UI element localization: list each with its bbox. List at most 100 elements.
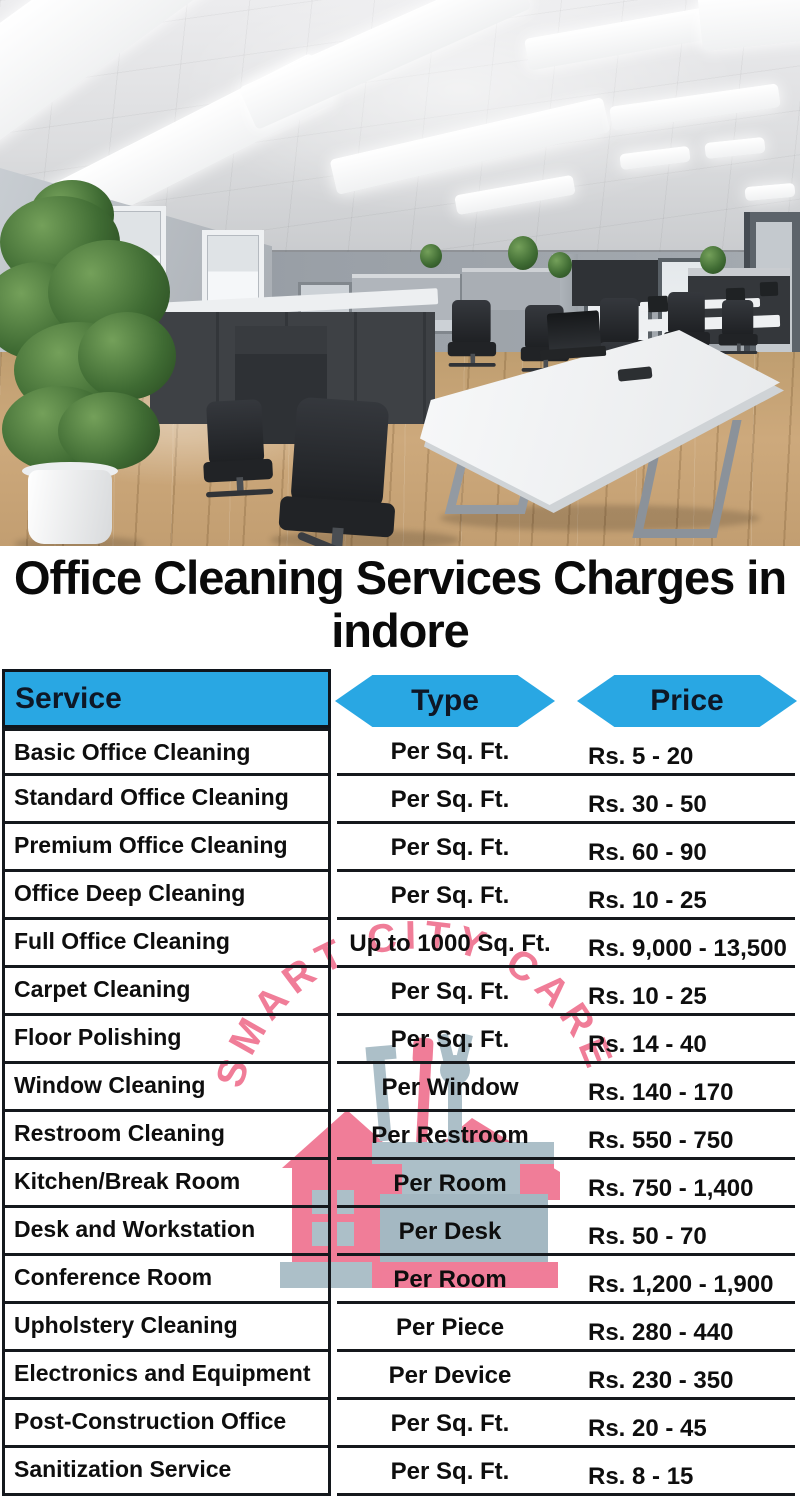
service-type: Per Sq. Ft. — [390, 1026, 510, 1053]
service-name: Electronics and Equipment — [14, 1360, 311, 1386]
service-name: Upholstery Cleaning — [14, 1312, 238, 1338]
row-divider — [337, 1493, 795, 1496]
table-row: Basic Office Cleaning Per Sq. Ft. Rs. 5 … — [0, 728, 800, 776]
table-row: Office Deep Cleaning Per Sq. Ft. Rs. 10 … — [0, 872, 800, 920]
service-price: Rs. 50 - 70 — [588, 1223, 707, 1250]
service-type: Per Sq. Ft. — [390, 978, 510, 1005]
service-cell: Sanitization Service — [2, 1448, 331, 1496]
service-type: Per Sq. Ft. — [390, 1410, 510, 1437]
row-divider — [337, 1397, 795, 1400]
table-row: Desk and Workstation Per Desk Rs. 50 - 7… — [0, 1208, 800, 1256]
column-header-service: Service — [2, 669, 331, 728]
table-row: Floor Polishing Per Sq. Ft. Rs. 14 - 40 — [0, 1016, 800, 1064]
row-divider — [337, 1253, 795, 1256]
service-price: Rs. 14 - 40 — [588, 1031, 707, 1058]
service-cell: Carpet Cleaning — [2, 968, 331, 1016]
service-cell: Restroom Cleaning — [2, 1112, 331, 1160]
service-type: Per Window — [381, 1074, 519, 1101]
service-name: Standard Office Cleaning — [14, 784, 289, 810]
column-header-price: Price — [577, 675, 797, 727]
table-row: Electronics and Equipment Per Device Rs.… — [0, 1352, 800, 1400]
service-price: Rs. 9,000 - 13,500 — [588, 935, 787, 962]
service-cell: Office Deep Cleaning — [2, 872, 331, 920]
service-type: Per Desk — [398, 1218, 502, 1245]
service-cell: Upholstery Cleaning — [2, 1304, 331, 1352]
table-row: Conference Room Per Room Rs. 1,200 - 1,9… — [0, 1256, 800, 1304]
column-header-type-label: Type — [411, 684, 479, 717]
wall-edge — [0, 250, 800, 253]
service-name: Window Cleaning — [14, 1072, 206, 1098]
cabinet — [688, 268, 790, 276]
service-price: Rs. 750 - 1,400 — [588, 1175, 754, 1202]
plant — [548, 252, 572, 278]
page-title: Office Cleaning Services Charges in indo… — [0, 551, 800, 657]
table-row: Upholstery Cleaning Per Piece Rs. 280 - … — [0, 1304, 800, 1352]
plant — [700, 246, 726, 274]
table-row: Standard Office Cleaning Per Sq. Ft. Rs.… — [0, 776, 800, 824]
potted-plant — [78, 312, 176, 400]
service-type: Per Room — [393, 1170, 507, 1197]
row-divider — [337, 773, 795, 776]
shadow — [440, 505, 760, 531]
service-cell: Kitchen/Break Room — [2, 1160, 331, 1208]
service-price: Rs. 1,200 - 1,900 — [588, 1271, 774, 1298]
service-cell: Basic Office Cleaning — [2, 728, 331, 776]
row-divider — [337, 1205, 795, 1208]
service-name: Restroom Cleaning — [14, 1120, 225, 1146]
service-cell: Post-Construction Office — [2, 1400, 331, 1448]
service-name: Desk and Workstation — [14, 1216, 256, 1242]
column-header-service-label: Service — [15, 681, 122, 715]
row-divider — [337, 869, 795, 872]
service-cell: Floor Polishing — [2, 1016, 331, 1064]
service-cell: Conference Room — [2, 1256, 331, 1304]
row-divider — [337, 1109, 795, 1112]
service-name: Post-Construction Office — [14, 1408, 287, 1434]
service-price: Rs. 5 - 20 — [588, 743, 694, 770]
table-row: Post-Construction Office Per Sq. Ft. Rs.… — [0, 1400, 800, 1448]
table-body: Basic Office Cleaning Per Sq. Ft. Rs. 5 … — [0, 728, 800, 1496]
page-title-line2: indore — [331, 604, 470, 657]
service-name: Carpet Cleaning — [14, 976, 191, 1002]
office-chair — [718, 300, 758, 355]
table-row: Full Office Cleaning Up to 1000 Sq. Ft. … — [0, 920, 800, 968]
service-type: Up to 1000 Sq. Ft. — [349, 930, 551, 957]
row-divider — [337, 1301, 795, 1304]
service-type: Per Room — [393, 1266, 507, 1293]
row-divider — [337, 821, 795, 824]
service-price: Rs. 60 - 90 — [588, 839, 707, 866]
table-row: Window Cleaning Per Window Rs. 140 - 170 — [0, 1064, 800, 1112]
row-divider — [337, 1013, 795, 1016]
service-price: Rs. 280 - 440 — [588, 1319, 734, 1346]
row-divider — [337, 1157, 795, 1160]
plant — [508, 236, 538, 270]
plant — [420, 244, 442, 268]
service-cell: Window Cleaning — [2, 1064, 331, 1112]
service-type: Per Restroom — [371, 1122, 529, 1149]
service-cell: Full Office Cleaning — [2, 920, 331, 968]
row-divider — [337, 1061, 795, 1064]
service-name: Floor Polishing — [14, 1024, 182, 1050]
office-chair — [447, 300, 497, 367]
service-price: Rs. 20 - 45 — [588, 1415, 707, 1442]
plant-pot — [28, 470, 112, 544]
table-row: Sanitization Service Per Sq. Ft. Rs. 8 -… — [0, 1448, 800, 1496]
office-photo — [0, 0, 800, 546]
service-name: Full Office Cleaning — [14, 928, 230, 954]
row-divider — [337, 965, 795, 968]
row-divider — [337, 1349, 795, 1352]
row-divider — [337, 917, 795, 920]
table-row: Restroom Cleaning Per Restroom Rs. 550 -… — [0, 1112, 800, 1160]
service-type: Per Sq. Ft. — [390, 786, 510, 813]
service-name: Kitchen/Break Room — [14, 1168, 241, 1194]
service-price: Rs. 230 - 350 — [588, 1367, 734, 1394]
service-cell: Premium Office Cleaning — [2, 824, 331, 872]
service-type: Per Device — [388, 1362, 512, 1389]
service-price: Rs. 10 - 25 — [588, 983, 707, 1010]
column-header-type: Type — [335, 675, 555, 727]
service-cell: Electronics and Equipment — [2, 1352, 331, 1400]
service-name: Conference Room — [14, 1264, 213, 1290]
column-header-price-label: Price — [650, 684, 724, 717]
service-type: Per Sq. Ft. — [390, 834, 510, 861]
